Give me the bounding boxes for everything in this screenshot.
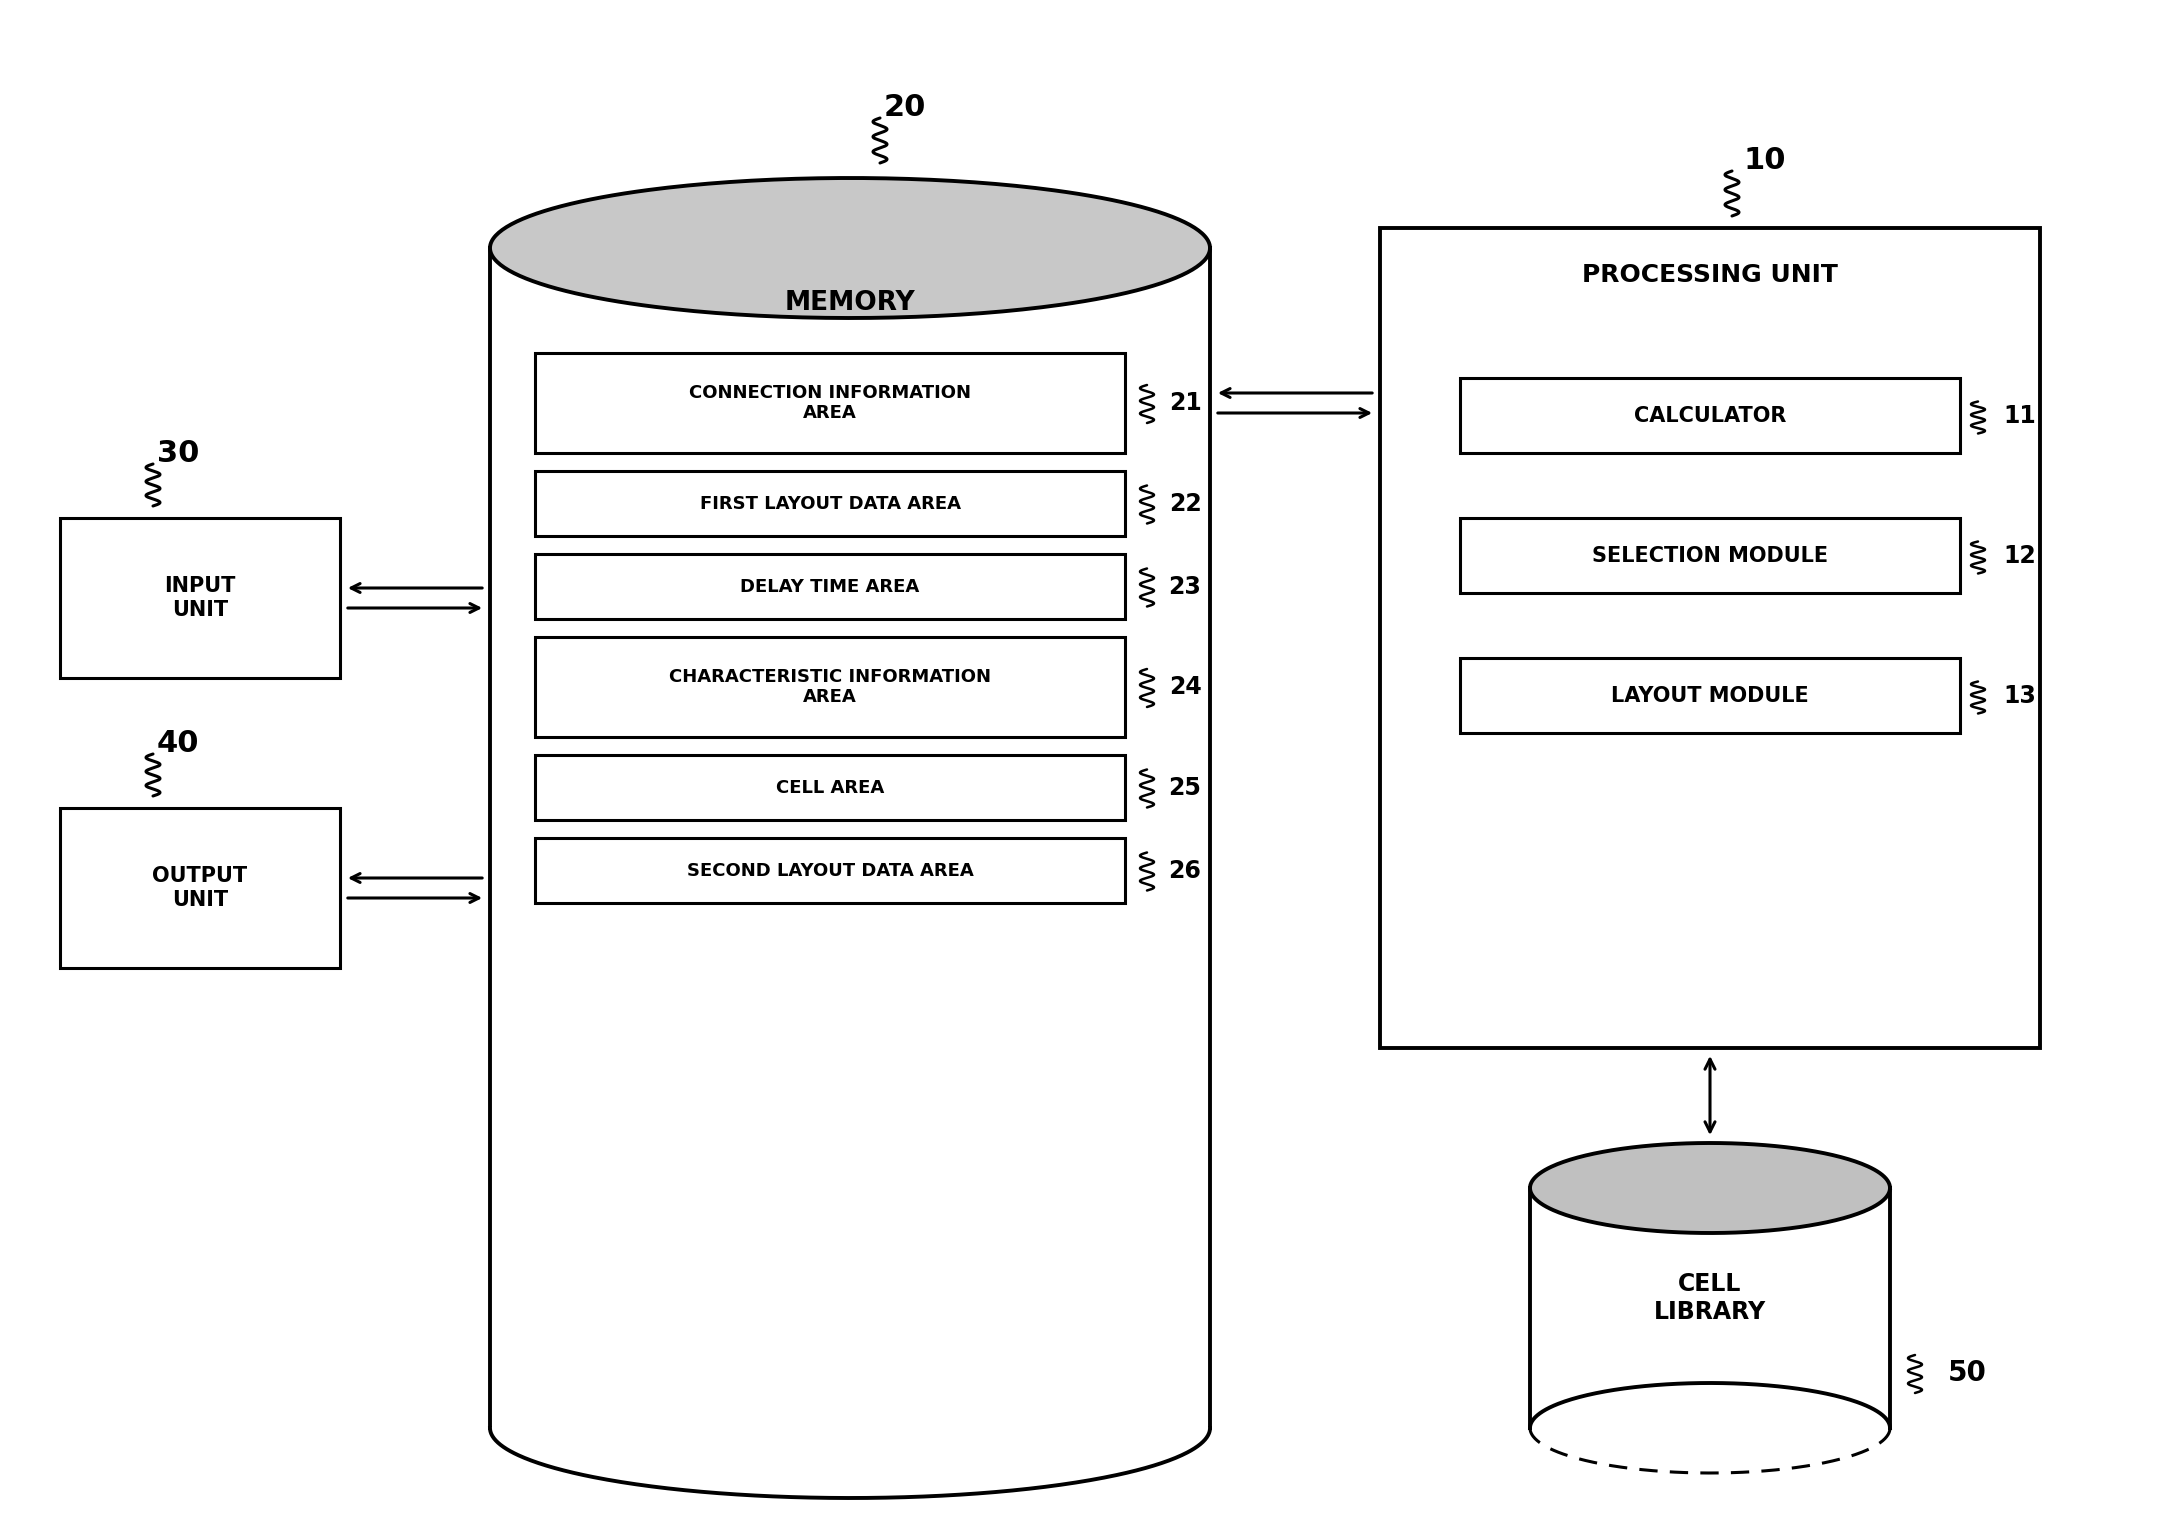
- Text: MEMORY: MEMORY: [786, 290, 916, 316]
- Text: 11: 11: [2003, 403, 2035, 428]
- Text: 26: 26: [1170, 859, 1202, 883]
- Bar: [61, 518, 341, 678]
- Text: CONNECTION INFORMATION
AREA: CONNECTION INFORMATION AREA: [690, 384, 970, 422]
- Bar: [536, 837, 1124, 903]
- Bar: [1380, 228, 2040, 1048]
- Bar: [490, 248, 1211, 1429]
- Text: SECOND LAYOUT DATA AREA: SECOND LAYOUT DATA AREA: [686, 862, 974, 880]
- Text: 24: 24: [1170, 675, 1202, 698]
- Bar: [1460, 659, 1960, 733]
- Text: CELL AREA: CELL AREA: [777, 778, 883, 796]
- Text: 40: 40: [156, 729, 200, 758]
- Text: 25: 25: [1170, 776, 1202, 799]
- Text: CELL
LIBRARY: CELL LIBRARY: [1654, 1273, 1766, 1323]
- Text: PROCESSING UNIT: PROCESSING UNIT: [1582, 263, 1838, 287]
- Bar: [1460, 377, 1960, 452]
- Bar: [536, 637, 1124, 736]
- Bar: [61, 808, 341, 969]
- Text: CALCULATOR: CALCULATOR: [1634, 405, 1786, 425]
- Text: 21: 21: [1170, 391, 1202, 416]
- Polygon shape: [1530, 1143, 1890, 1233]
- Text: DELAY TIME AREA: DELAY TIME AREA: [740, 578, 920, 596]
- Text: INPUT
UNIT: INPUT UNIT: [165, 576, 237, 619]
- Text: CHARACTERISTIC INFORMATION
AREA: CHARACTERISTIC INFORMATION AREA: [668, 668, 992, 706]
- Text: 50: 50: [1946, 1358, 1986, 1387]
- Text: 22: 22: [1170, 492, 1202, 515]
- Text: 13: 13: [2003, 683, 2035, 707]
- Text: 30: 30: [156, 439, 200, 468]
- Polygon shape: [490, 1429, 1211, 1497]
- Bar: [536, 353, 1124, 452]
- Text: LAYOUT MODULE: LAYOUT MODULE: [1610, 686, 1810, 706]
- Bar: [1460, 518, 1960, 593]
- Text: 23: 23: [1170, 575, 1202, 599]
- Text: OUTPUT
UNIT: OUTPUT UNIT: [152, 866, 247, 909]
- Text: 10: 10: [1745, 145, 1786, 174]
- Text: SELECTION MODULE: SELECTION MODULE: [1593, 545, 1827, 565]
- Bar: [536, 755, 1124, 821]
- Text: FIRST LAYOUT DATA AREA: FIRST LAYOUT DATA AREA: [699, 495, 961, 512]
- Text: 12: 12: [2003, 544, 2035, 567]
- Text: 20: 20: [883, 93, 927, 122]
- Bar: [1530, 1187, 1890, 1429]
- Bar: [536, 471, 1124, 536]
- Polygon shape: [490, 177, 1211, 318]
- Bar: [536, 555, 1124, 619]
